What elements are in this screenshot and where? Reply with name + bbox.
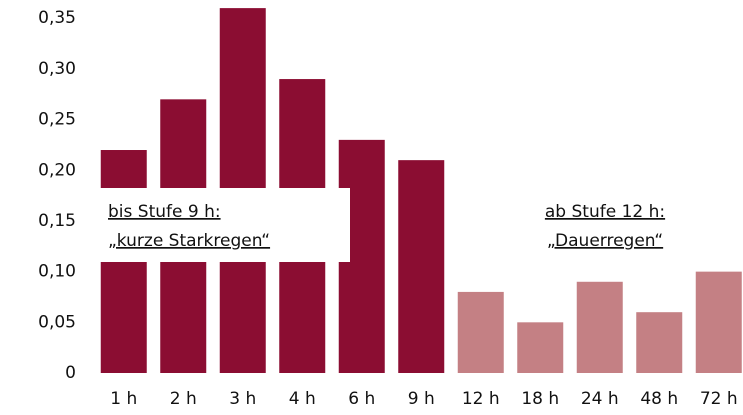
annotation: „kurze Starkregen“ (108, 231, 270, 251)
x-tick-label: 9 h (408, 389, 435, 409)
y-tick-label: 0,05 (38, 312, 76, 332)
annotation-background (100, 188, 350, 262)
x-tick-label: 3 h (229, 389, 256, 409)
annotation: bis Stufe 9 h: (108, 202, 221, 222)
bar (517, 322, 564, 373)
x-tick-label: 12 h (462, 389, 500, 409)
y-tick-label: 0,10 (38, 262, 76, 282)
y-tick-label: 0,35 (38, 8, 76, 28)
y-tick-label: 0,25 (38, 110, 76, 130)
x-tick-label: 4 h (289, 389, 316, 409)
bar (576, 281, 623, 373)
x-tick-label: 48 h (640, 389, 678, 409)
bar (398, 160, 445, 373)
x-tick-label: 18 h (521, 389, 559, 409)
x-tick-label: 1 h (110, 389, 137, 409)
bar (636, 312, 683, 373)
y-tick-label: 0,30 (38, 59, 76, 79)
x-tick-label: 24 h (581, 389, 619, 409)
x-tick-label: 6 h (348, 389, 375, 409)
x-tick-label: 2 h (170, 389, 197, 409)
bar (457, 291, 504, 373)
x-tick-label: 72 h (700, 389, 738, 409)
annotation: ab Stufe 12 h: (545, 202, 665, 222)
annotation: „Dauerregen“ (547, 231, 663, 251)
bar (695, 271, 742, 373)
y-tick-label: 0,15 (38, 211, 76, 231)
y-tick-label: 0,20 (38, 160, 76, 180)
y-tick-label: 0 (65, 363, 76, 383)
